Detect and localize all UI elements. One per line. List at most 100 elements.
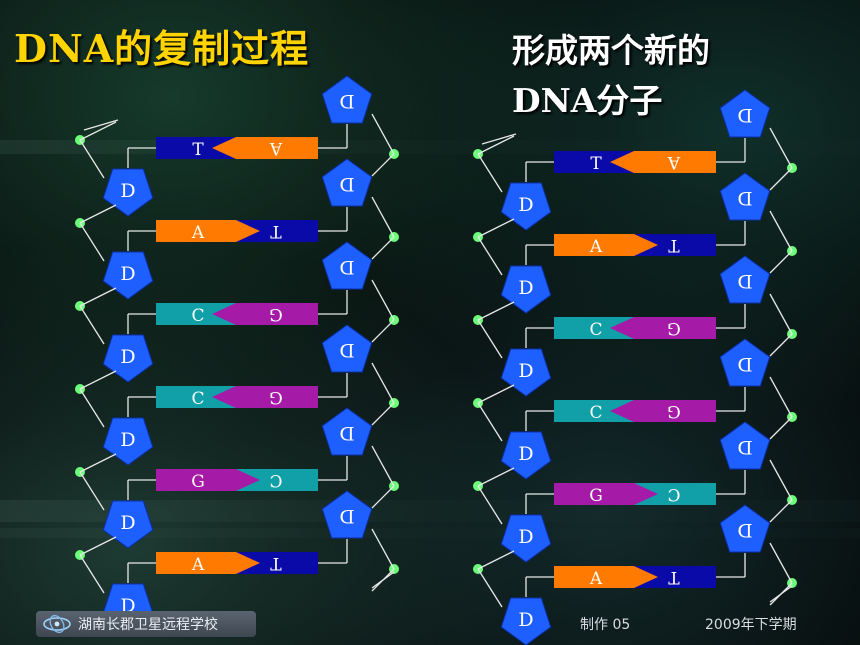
sugar-label: D [737,104,752,126]
backbone-bond [769,210,793,252]
nucleotide-base [634,566,716,588]
deoxyribose-sugar [500,265,552,314]
base-arrow-tip [634,483,658,505]
backbone-bond [371,402,395,426]
base-arrow-tip [610,400,634,422]
nucleotide-base [554,151,634,173]
sugar-label: D [518,360,533,382]
backbone-bond [477,467,515,487]
base-label-right: G [667,401,681,421]
sugar-label: D [339,173,354,195]
backbone-bond [371,485,395,509]
sugar-label: D [120,429,135,451]
deoxyribose-sugar [719,504,771,553]
base-label-right: G [269,387,283,407]
base-label-right: C [269,470,282,490]
term-label: 2009年下学期 [705,617,797,633]
deoxyribose-sugar [321,75,373,124]
nucleotide-base [554,483,634,505]
backbone-bond [477,236,503,276]
sugar-label: D [120,263,135,285]
base-label-right: A [269,138,283,158]
base-label-right: T [668,567,680,587]
slide-subtitle: 形成两个新的 DNA分子 [512,26,710,126]
deoxyribose-sugar [719,172,771,221]
subtitle-line: 形成两个新的 [512,31,710,70]
backbone-bond [769,416,793,440]
sugar-label: D [339,339,354,361]
made-by-label: 制作 05 [580,617,631,633]
nucleotide-base [634,317,716,339]
school-logo-bar: 湖南长郡卫星远程学校 [36,611,256,637]
backbone-bond [371,319,395,343]
deoxyribose-sugar [321,407,373,456]
backbone-bond [371,571,395,589]
slide-title: DNA的复制过程 [14,26,310,71]
deoxyribose-sugar [500,348,552,397]
backbone-bond [371,445,395,487]
backbone-bond [477,550,515,570]
sugar-label: D [737,353,752,375]
sugar-label: D [737,519,752,541]
backbone-bond [477,384,515,404]
deoxyribose-sugar [719,89,771,138]
deoxyribose-sugar [102,334,154,383]
deoxyribose-sugar [102,500,154,549]
base-label-left: C [191,306,204,326]
sugar-label: D [120,180,135,202]
nucleotide-base [156,552,236,574]
backbone-bond [79,453,117,473]
backbone-bond [371,113,395,155]
base-label-left: A [191,223,205,243]
nucleotide-base [156,303,236,325]
nucleotide-base [156,469,236,491]
backbone-bond [371,362,395,404]
base-arrow-tip [236,469,260,491]
backbone-bond [79,554,105,594]
backbone-bond [371,236,395,260]
nucleotide-base [236,469,318,491]
satellite-logo-icon [43,614,71,634]
deoxyribose-sugar [321,241,373,290]
base-arrow-tip [610,151,634,173]
backbone-bond [371,528,395,570]
base-label-left: T [590,154,602,174]
backbone-bond [371,279,395,321]
deoxyribose-sugar [500,431,552,480]
backbone-bond [477,485,503,525]
backbone-bond [79,204,117,224]
deoxyribose-sugar [719,421,771,470]
base-arrow-tip [212,137,236,159]
base-arrow-tip [212,386,236,408]
base-label-right: T [270,221,282,241]
backbone-bond [769,585,793,603]
backbone-bond [371,153,395,177]
backbone-bond [79,305,105,345]
deoxyribose-sugar [102,168,154,217]
base-arrow-tip [236,220,260,242]
deoxyribose-sugar [500,514,552,563]
deoxyribose-sugar [102,251,154,300]
sugar-label: D [518,277,533,299]
backbone-bond [371,196,395,238]
backbone-bond [477,153,503,193]
nucleotide-base [236,386,318,408]
sugar-label: D [120,346,135,368]
deoxyribose-sugar [719,255,771,304]
backbone-bond [769,542,793,584]
backbone-bond [769,167,793,191]
base-label-right: T [270,553,282,573]
backbone-bond [769,250,793,274]
backbone-bond [79,139,105,179]
backbone-bond [79,121,117,141]
backbone-bond [79,222,105,262]
nucleotide-base [634,151,716,173]
base-arrow-tip [236,552,260,574]
base-label-left: C [589,320,602,340]
nucleotide-base [634,400,716,422]
bg-stripe [0,500,860,522]
backbone-bond [477,319,503,359]
nucleotide-base [156,220,236,242]
base-label-right: G [269,304,283,324]
sugar-label: D [339,422,354,444]
